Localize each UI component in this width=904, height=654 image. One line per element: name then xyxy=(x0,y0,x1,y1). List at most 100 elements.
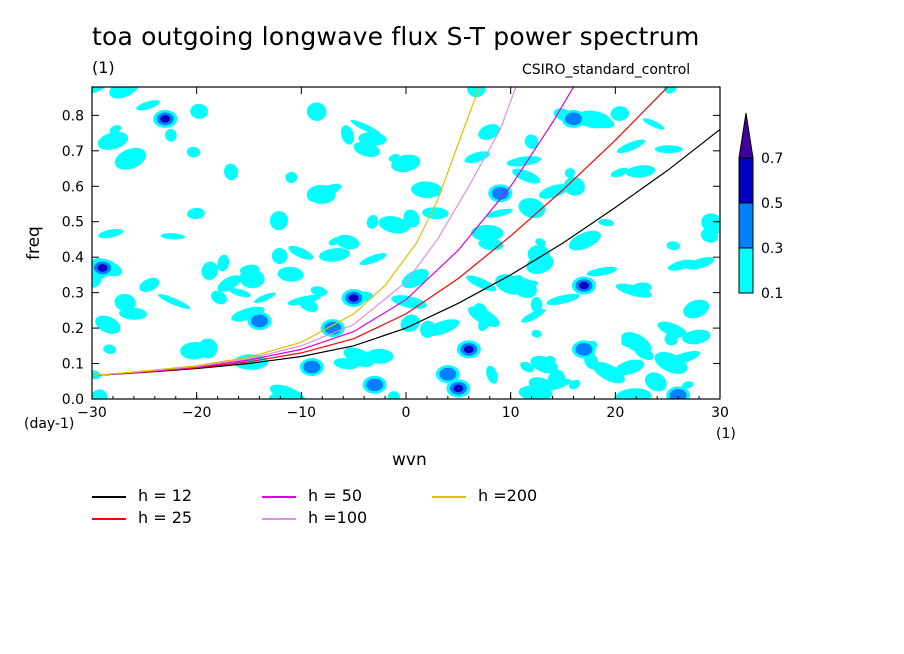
spectrum-patch-low xyxy=(139,277,160,293)
spectrum-patch-low xyxy=(682,381,694,389)
colorbar-arrow xyxy=(738,112,754,159)
spectrum-patch-low xyxy=(224,163,239,181)
spectrum-patch-low xyxy=(682,329,711,345)
spectrum-patch-low xyxy=(288,245,314,260)
spectrum-patch-low xyxy=(683,299,710,319)
spectrum-patch-low xyxy=(340,125,354,145)
spectrum-patch-low xyxy=(467,87,486,98)
spectrum-patch-level-3 xyxy=(456,387,460,390)
spectrum-patch-low xyxy=(420,320,436,338)
spectrum-patch-low xyxy=(160,233,185,240)
spectrum-patch-low xyxy=(616,139,645,154)
spectrum-patch-low xyxy=(485,208,513,218)
chart-title: toa outgoing longwave flux S-T power spe… xyxy=(92,22,700,51)
spectrum-patch-low xyxy=(97,131,129,150)
legend-item: h =100 xyxy=(262,508,367,527)
spectrum-patch-low xyxy=(92,389,108,399)
spectrum-patch-low xyxy=(564,168,576,178)
spectrum-patch-low xyxy=(610,167,629,178)
spectrum-patch-low xyxy=(521,308,546,323)
spectrum-patch-low xyxy=(686,257,715,270)
spectrum-patch-low xyxy=(231,306,265,322)
spectrum-patch-low xyxy=(350,119,381,136)
spectrum-patch-low xyxy=(114,147,147,170)
spectrum-patch-low xyxy=(411,181,443,199)
spectrum-patch-low xyxy=(217,275,241,292)
spectrum-patch-low xyxy=(269,211,289,231)
chart-subtitle: (1) xyxy=(92,58,115,77)
legend-label: h = 12 xyxy=(138,486,193,505)
spectrum-patch-low xyxy=(285,171,298,184)
colorbar-label: 0.1 xyxy=(761,286,783,302)
spectrum-patch-low xyxy=(109,125,122,134)
legend-swatch xyxy=(92,517,126,520)
colorbar-label: 0.7 xyxy=(761,151,783,167)
spectrum-patch-low xyxy=(665,350,701,366)
spectrum-patch-low xyxy=(92,87,106,94)
spectrum-patch-low xyxy=(470,224,504,242)
y-tick-label: 0.1 xyxy=(62,357,84,373)
spectrum-patch-low xyxy=(201,261,219,280)
spectrum-patch-low xyxy=(627,333,644,348)
curve-4 xyxy=(92,87,480,377)
spectrum-patch-low xyxy=(401,268,429,289)
spectrum-patch-level-1 xyxy=(250,314,268,328)
spectrum-patch-low xyxy=(391,154,421,173)
legend-swatch xyxy=(262,495,296,498)
y-tick-label: 0.2 xyxy=(62,321,84,337)
spectrum-patch-low xyxy=(524,134,539,149)
spectrum-patch-low xyxy=(422,207,449,219)
spectrum-patch-low xyxy=(353,141,380,157)
spectrum-patch-low xyxy=(328,237,342,246)
spectrum-patch-level-2 xyxy=(160,115,171,123)
spectrum-patch-low xyxy=(306,186,323,203)
spectrum-patch-low xyxy=(472,303,488,322)
spectrum-patch-low xyxy=(535,238,546,247)
x-tick-label: −10 xyxy=(287,405,317,421)
y-axis-unit: (day-1) xyxy=(24,416,75,432)
spectrum-patch-low xyxy=(657,321,688,338)
spectrum-patch-level-3 xyxy=(467,348,471,351)
spectrum-patch-low xyxy=(508,275,525,293)
spectrum-patch-low xyxy=(546,293,580,306)
spectrum-patch-low xyxy=(654,145,683,154)
spectrum-patch-low xyxy=(512,168,541,184)
spectrum-patch-level-1 xyxy=(439,367,457,381)
spectrum-patch-low xyxy=(644,372,667,392)
spectrum-patch-low xyxy=(387,391,400,399)
x-tick-label: 30 xyxy=(711,405,729,421)
curve-3 xyxy=(92,87,517,377)
spectrum-patch-low xyxy=(520,361,535,373)
spectrum-patch-low xyxy=(277,266,304,282)
spectrum-patch-low xyxy=(478,124,501,140)
spectrum-patch-low xyxy=(486,365,498,384)
spectrum-patch-low xyxy=(297,296,318,313)
x-axis-unit: (1) xyxy=(716,426,736,442)
spectrum-patch-low xyxy=(114,293,136,312)
legend-label: h = 50 xyxy=(308,486,363,505)
spectrum-patch-low xyxy=(568,230,601,251)
x-tick-label: 20 xyxy=(606,405,624,421)
spectrum-patch-low xyxy=(95,315,121,334)
spectrum-patch-low xyxy=(335,234,360,250)
spectrum-patch-low xyxy=(391,295,427,309)
spectrum-patch-level-1 xyxy=(669,389,687,399)
spectrum-patch-low xyxy=(211,290,227,305)
spectrum-patch-low xyxy=(580,111,615,129)
legend-item: h = 50 xyxy=(262,486,362,505)
spectrum-patch-low xyxy=(701,213,720,234)
spectrum-patch-low xyxy=(598,219,615,227)
legend-swatch xyxy=(262,517,296,520)
spectrum-patch-low xyxy=(157,294,191,310)
dispersion-curves xyxy=(92,87,720,377)
y-tick-label: 0.0 xyxy=(62,392,84,408)
spectrum-patch-low xyxy=(229,288,251,298)
spectrum-patch-low xyxy=(530,355,558,374)
y-tick-label: 0.8 xyxy=(62,108,84,124)
spectrum-patch-low xyxy=(239,268,265,289)
legend-label: h = 25 xyxy=(138,508,193,527)
spectrum-patch-low xyxy=(269,384,306,399)
spectrum-patch-level-2 xyxy=(578,281,589,290)
spectrum-patch-level-1 xyxy=(303,360,321,374)
